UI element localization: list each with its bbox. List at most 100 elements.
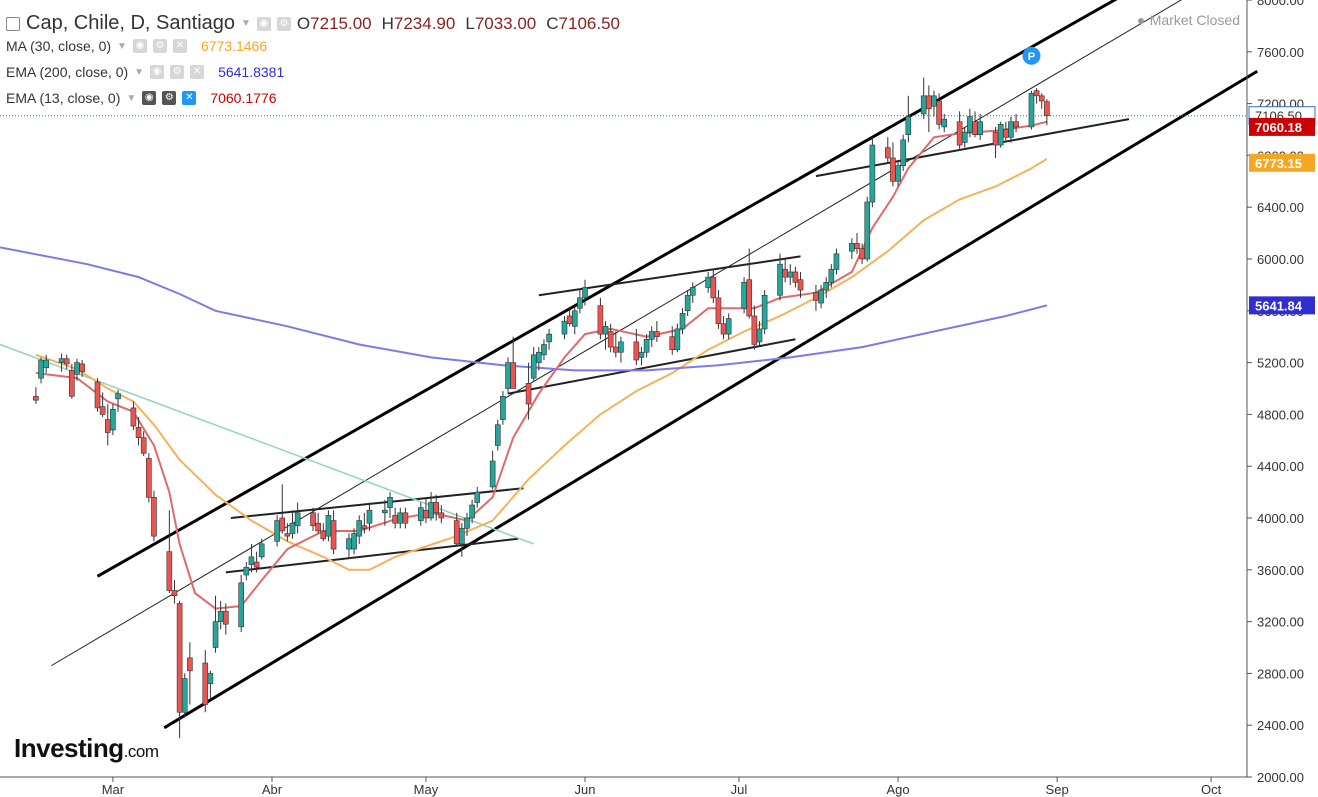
- candle[interactable]: [613, 331, 619, 358]
- candle[interactable]: [151, 490, 157, 542]
- pin-icon[interactable]: [1022, 46, 1041, 65]
- candle[interactable]: [69, 363, 75, 399]
- candle[interactable]: [710, 269, 717, 304]
- trend-line[interactable]: [507, 338, 796, 395]
- chevron-down-icon[interactable]: ▼: [126, 92, 137, 104]
- candle[interactable]: [849, 238, 855, 259]
- candle[interactable]: [792, 266, 799, 288]
- candle[interactable]: [833, 248, 840, 275]
- candle[interactable]: [643, 334, 650, 358]
- candle[interactable]: [212, 595, 219, 653]
- candle[interactable]: [741, 277, 747, 314]
- candle[interactable]: [715, 290, 722, 329]
- candle[interactable]: [217, 600, 224, 630]
- eye-icon[interactable]: ◉: [150, 65, 165, 79]
- gear-icon[interactable]: ⚙: [170, 65, 185, 79]
- candle[interactable]: [977, 113, 983, 140]
- candle[interactable]: [864, 196, 871, 262]
- candle[interactable]: [207, 670, 214, 700]
- candle[interactable]: [469, 499, 475, 524]
- candle[interactable]: [1028, 90, 1035, 130]
- candle[interactable]: [489, 450, 496, 490]
- candle[interactable]: [920, 77, 927, 120]
- trend-line[interactable]: [51, 0, 1247, 667]
- close-icon[interactable]: ✕: [190, 65, 205, 79]
- candle[interactable]: [238, 574, 244, 632]
- candle[interactable]: [176, 600, 183, 739]
- trend-line[interactable]: [96, 0, 1206, 578]
- candle[interactable]: [648, 326, 655, 348]
- candle[interactable]: [402, 507, 409, 529]
- candle[interactable]: [761, 290, 768, 335]
- candle[interactable]: [181, 673, 188, 718]
- candle[interactable]: [782, 259, 788, 283]
- candle[interactable]: [279, 484, 286, 534]
- candle[interactable]: [428, 492, 434, 521]
- candle[interactable]: [674, 323, 681, 353]
- candle[interactable]: [679, 308, 686, 335]
- candle[interactable]: [1033, 88, 1040, 104]
- gear-icon[interactable]: ⚙: [276, 16, 291, 31]
- candle[interactable]: [972, 111, 978, 138]
- candle[interactable]: [417, 502, 424, 526]
- candle[interactable]: [140, 431, 147, 456]
- candle[interactable]: [397, 507, 404, 529]
- candle[interactable]: [382, 499, 388, 526]
- candle[interactable]: [854, 233, 860, 254]
- candle[interactable]: [500, 391, 506, 425]
- candle[interactable]: [325, 510, 332, 542]
- candle[interactable]: [115, 389, 121, 412]
- candle[interactable]: [787, 264, 794, 285]
- candle[interactable]: [94, 378, 101, 412]
- candle[interactable]: [900, 134, 906, 171]
- candle[interactable]: [248, 543, 255, 573]
- candle[interactable]: [274, 515, 280, 547]
- candle[interactable]: [459, 523, 465, 557]
- candle[interactable]: [494, 419, 501, 451]
- candle[interactable]: [464, 512, 470, 537]
- candle[interactable]: [956, 111, 963, 151]
- candle[interactable]: [99, 392, 106, 417]
- candle[interactable]: [63, 354, 70, 370]
- candle[interactable]: [884, 137, 891, 164]
- candle[interactable]: [961, 126, 968, 148]
- candle[interactable]: [1038, 93, 1045, 109]
- candle[interactable]: [1044, 99, 1050, 126]
- candle[interactable]: [818, 284, 824, 309]
- candle[interactable]: [823, 277, 830, 298]
- candle[interactable]: [146, 453, 152, 503]
- candle[interactable]: [130, 401, 137, 430]
- candle[interactable]: [751, 305, 758, 350]
- candle[interactable]: [936, 93, 942, 130]
- candle[interactable]: [289, 510, 296, 539]
- candle[interactable]: [997, 121, 1004, 148]
- candle[interactable]: [433, 494, 439, 521]
- candle[interactable]: [330, 510, 337, 555]
- candle[interactable]: [222, 603, 229, 635]
- gear-icon[interactable]: ⚙: [152, 39, 167, 53]
- candle[interactable]: [607, 323, 614, 353]
- candle[interactable]: [284, 523, 291, 542]
- candle[interactable]: [571, 305, 578, 335]
- candle[interactable]: [597, 297, 604, 340]
- candle[interactable]: [638, 347, 645, 366]
- candle[interactable]: [1013, 113, 1019, 133]
- eye-icon[interactable]: ◉: [142, 91, 157, 105]
- candle[interactable]: [720, 315, 727, 340]
- trend-line[interactable]: [815, 118, 1130, 178]
- candle[interactable]: [351, 528, 357, 555]
- candle[interactable]: [689, 282, 696, 304]
- candle[interactable]: [546, 328, 552, 350]
- candle[interactable]: [618, 336, 624, 363]
- candle[interactable]: [561, 315, 568, 340]
- chevron-down-icon[interactable]: ▼: [241, 18, 251, 29]
- candle[interactable]: [577, 290, 583, 314]
- candle[interactable]: [654, 321, 660, 342]
- candle[interactable]: [756, 321, 763, 348]
- candle[interactable]: [905, 95, 912, 143]
- candle[interactable]: [294, 502, 301, 534]
- candle[interactable]: [541, 339, 547, 361]
- candle[interactable]: [525, 362, 532, 420]
- candle[interactable]: [315, 512, 321, 534]
